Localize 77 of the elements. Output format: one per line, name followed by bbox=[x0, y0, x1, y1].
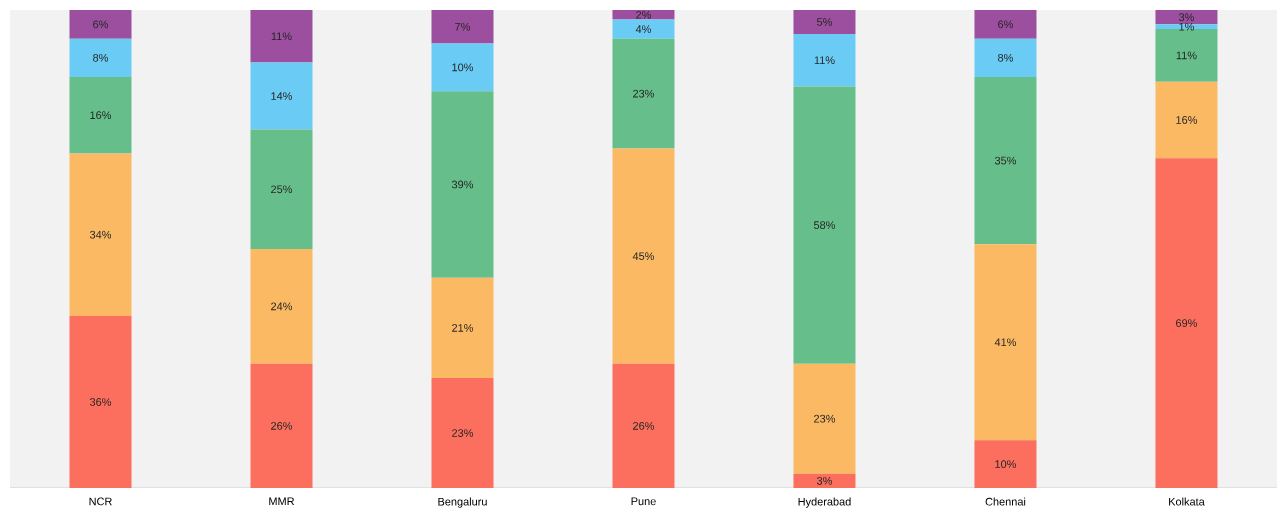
data-label: 10% bbox=[452, 63, 474, 72]
x-tick-label: Bengaluru bbox=[438, 497, 487, 508]
data-label: 7% bbox=[455, 22, 470, 31]
bar bbox=[1155, 24, 1218, 30]
data-label: 24% bbox=[271, 302, 293, 311]
data-label: 35% bbox=[994, 156, 1017, 165]
data-label: 16% bbox=[90, 111, 112, 120]
bar bbox=[250, 363, 313, 488]
bar bbox=[793, 363, 856, 474]
bar bbox=[1155, 10, 1218, 25]
bar bbox=[250, 129, 313, 249]
data-label: 16% bbox=[1176, 116, 1198, 124]
bar bbox=[431, 91, 494, 278]
data-label: 3% bbox=[816, 476, 832, 485]
data-label: 6% bbox=[998, 20, 1013, 29]
data-label: 5% bbox=[816, 18, 832, 26]
data-label: 36% bbox=[89, 398, 112, 406]
data-label: 23% bbox=[633, 89, 655, 98]
bar bbox=[69, 10, 132, 39]
bar bbox=[612, 363, 675, 488]
bar bbox=[250, 249, 313, 364]
x-tick-label: Chennai bbox=[985, 497, 1026, 506]
data-label: 6% bbox=[93, 20, 109, 29]
bar bbox=[974, 38, 1037, 77]
bar bbox=[1155, 81, 1218, 159]
data-label: 39% bbox=[451, 180, 474, 189]
data-label: 58% bbox=[813, 221, 836, 229]
data-label: 69% bbox=[1176, 319, 1198, 327]
bar bbox=[431, 43, 494, 92]
bar bbox=[431, 10, 494, 44]
bar bbox=[974, 440, 1037, 488]
bar bbox=[69, 76, 132, 154]
bar bbox=[250, 10, 313, 63]
x-tick-label: Kolkata bbox=[1169, 497, 1205, 506]
data-label: 8% bbox=[998, 53, 1013, 62]
x-tick-label: MMR bbox=[269, 497, 295, 506]
data-label: 11% bbox=[814, 56, 835, 65]
bar bbox=[1155, 29, 1218, 82]
bar bbox=[612, 19, 675, 39]
bar bbox=[612, 38, 675, 149]
bar bbox=[69, 315, 132, 488]
x-tick-label: Pune bbox=[631, 497, 656, 506]
bar bbox=[612, 10, 675, 20]
bar bbox=[974, 76, 1037, 245]
bar bbox=[69, 153, 132, 316]
x-tick-label: Hyderabad bbox=[798, 497, 851, 508]
bar bbox=[1155, 158, 1218, 488]
bar bbox=[793, 10, 856, 34]
data-label: 3% bbox=[1178, 13, 1194, 22]
data-label: 45% bbox=[632, 252, 655, 261]
bar bbox=[431, 378, 494, 488]
data-label: 1% bbox=[1179, 22, 1194, 31]
data-label: 23% bbox=[452, 429, 474, 437]
data-label: 2% bbox=[636, 10, 651, 19]
bar bbox=[431, 277, 494, 379]
bar bbox=[250, 62, 313, 130]
data-label: 23% bbox=[814, 414, 836, 423]
bar bbox=[69, 38, 132, 77]
bar bbox=[974, 10, 1037, 39]
data-label: 34% bbox=[89, 230, 112, 239]
data-label: 11% bbox=[271, 32, 292, 41]
bar bbox=[612, 148, 675, 364]
bar bbox=[793, 86, 856, 364]
bar bbox=[793, 33, 856, 87]
data-label: 26% bbox=[633, 421, 655, 430]
data-label: 25% bbox=[271, 185, 293, 194]
data-label: 41% bbox=[994, 338, 1017, 347]
data-label: 21% bbox=[452, 324, 474, 332]
data-label: 4% bbox=[635, 25, 651, 33]
bar bbox=[974, 244, 1037, 441]
x-tick-label: NCR bbox=[89, 497, 112, 506]
data-label: 8% bbox=[93, 53, 109, 62]
data-label: 11% bbox=[1176, 51, 1197, 60]
data-label: 10% bbox=[995, 460, 1017, 468]
bar bbox=[793, 473, 856, 488]
data-label: 26% bbox=[271, 421, 293, 430]
data-label: 14% bbox=[271, 92, 293, 100]
